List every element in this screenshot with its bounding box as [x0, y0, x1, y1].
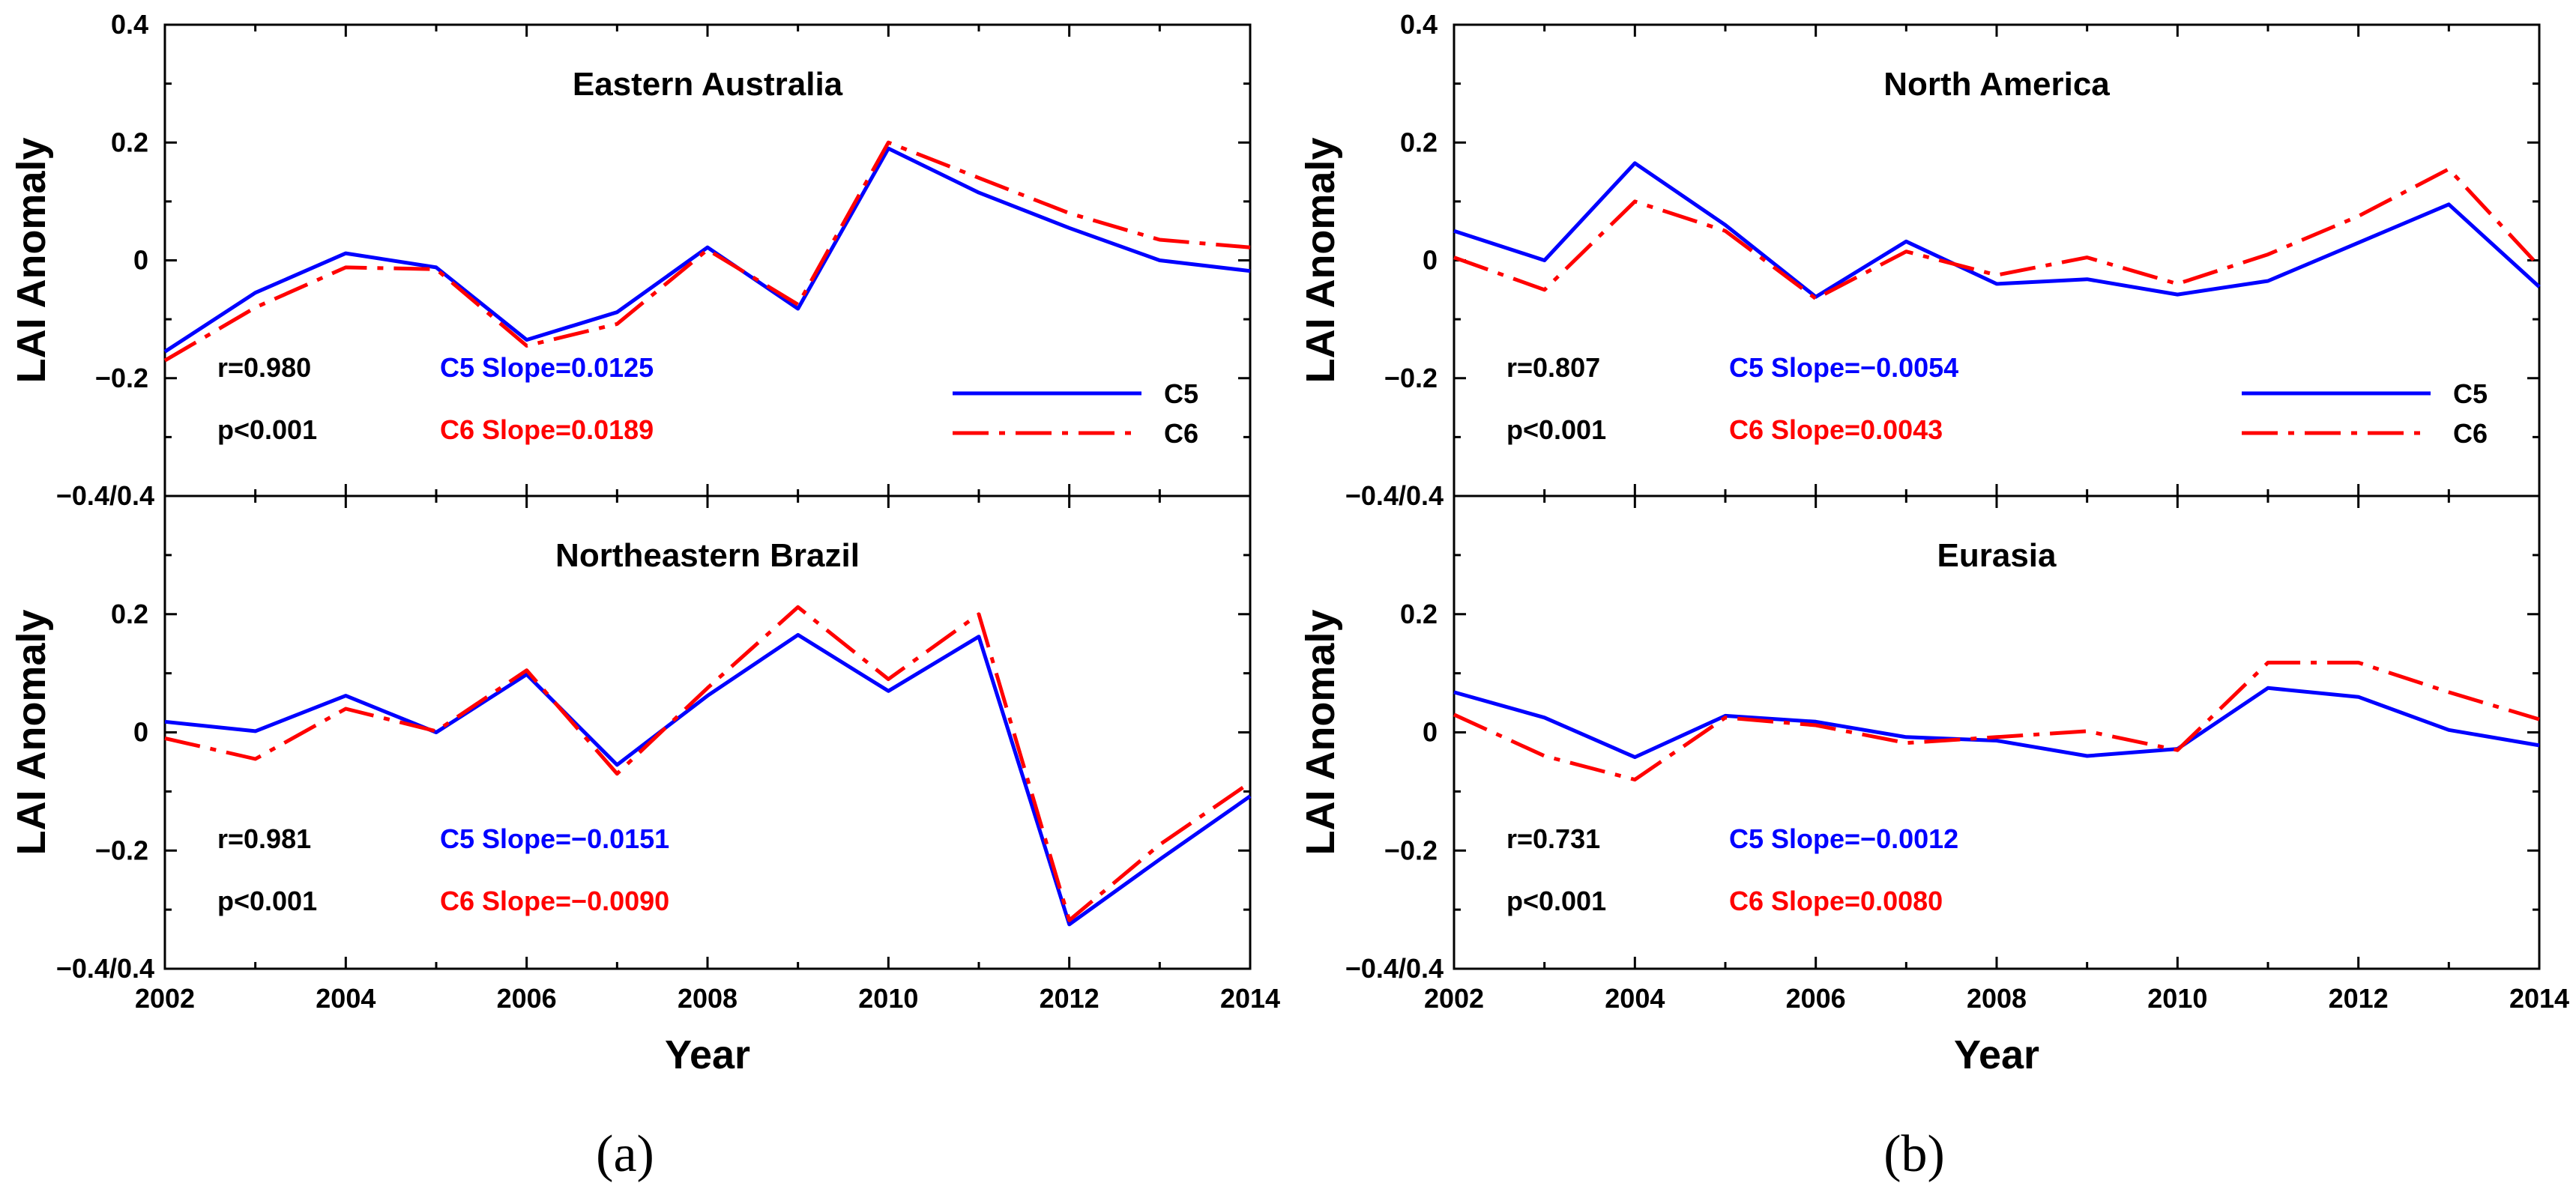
- series-line-c6: [163, 140, 1251, 363]
- series-line-c6: [164, 605, 1252, 922]
- x-tick-label: 2002: [135, 983, 195, 1014]
- chart-title: North America: [1883, 66, 2110, 103]
- y-tick-label: 0.2: [1400, 599, 1438, 629]
- legend-label-c5: C5: [2453, 378, 2488, 409]
- x-tick-label: 2012: [1040, 983, 1100, 1014]
- plot-data: [163, 140, 2541, 927]
- stat-r: r=0.807: [1506, 352, 1600, 383]
- chart-title: Eastern Australia: [573, 66, 843, 103]
- stat-r: r=0.731: [1506, 823, 1600, 854]
- y-axis-label: LAI Anomaly: [1298, 609, 1343, 855]
- x-axis-label: Year: [1954, 1032, 2039, 1077]
- y-tick-label: 0: [133, 717, 148, 748]
- stat-p: p<0.001: [217, 414, 317, 445]
- x-tick-label: 2010: [858, 983, 918, 1014]
- series-line-c5: [164, 632, 1252, 927]
- stat-p: p<0.001: [1506, 886, 1606, 916]
- x-tick-label: 2002: [1424, 983, 1484, 1014]
- stat-r: r=0.980: [217, 352, 311, 383]
- stat-c6-slope: C6 Slope=0.0080: [1729, 886, 1943, 916]
- x-tick-label: 2008: [1967, 983, 2027, 1014]
- y-axis-label: LAI Anomaly: [9, 137, 54, 383]
- y-tick-label: 0: [1423, 245, 1438, 276]
- y-tick-label: −0.2: [1384, 835, 1438, 865]
- x-tick-label: 2004: [1605, 983, 1665, 1014]
- y-tick-label: −0.2: [1384, 363, 1438, 393]
- panel-label-a: (a): [596, 1125, 654, 1183]
- x-tick-label: 2004: [316, 983, 375, 1014]
- y-tick-label: 0.4: [1400, 9, 1438, 40]
- y-tick-label: −0.2: [95, 363, 148, 393]
- x-tick-label: 2012: [2329, 983, 2389, 1014]
- legend-label-c6: C6: [1164, 418, 1198, 449]
- stat-p: p<0.001: [217, 886, 317, 916]
- y-axis-label: LAI Anomaly: [9, 609, 54, 855]
- stat-c6-slope: C6 Slope=−0.0090: [440, 886, 669, 916]
- stat-c5-slope: C5 Slope=−0.0054: [1729, 352, 1958, 383]
- legend-label-c6: C6: [2453, 418, 2488, 449]
- y-tick-label-shared: −0.4/0.4: [1345, 480, 1444, 511]
- chart-title: Eurasia: [1937, 537, 2057, 574]
- y-tick-label: 0.2: [111, 599, 148, 629]
- stat-c6-slope: C6 Slope=0.0189: [440, 414, 654, 445]
- series-line-c5: [1453, 161, 2541, 299]
- x-tick-label: 2008: [678, 983, 737, 1014]
- stat-c5-slope: C5 Slope=0.0125: [440, 352, 654, 383]
- series-line-c6: [1453, 167, 2541, 301]
- y-tick-label: 0.4: [111, 9, 148, 40]
- x-tick-label: 2006: [1786, 983, 1846, 1014]
- panel-label-b: (b): [1883, 1125, 1945, 1183]
- chart-title: Northeastern Brazil: [555, 537, 860, 574]
- x-axis-label: Year: [665, 1032, 750, 1077]
- stat-c5-slope: C5 Slope=−0.0012: [1729, 823, 1958, 854]
- stat-r: r=0.981: [217, 823, 311, 854]
- y-tick-label: 0: [1423, 717, 1438, 748]
- legend-label-c5: C5: [1164, 378, 1198, 409]
- y-tick-label: −0.2: [95, 835, 148, 865]
- stat-c5-slope: C5 Slope=−0.0151: [440, 823, 669, 854]
- x-tick-label: 2010: [2147, 983, 2207, 1014]
- x-tick-label: 2014: [2509, 983, 2569, 1014]
- y-tick-label: 0.2: [1400, 127, 1438, 157]
- x-tick-label: 2006: [497, 983, 557, 1014]
- stat-c6-slope: C6 Slope=0.0043: [1729, 414, 1943, 445]
- plot-frames: [163, 23, 2541, 970]
- y-tick-label-bottom: −0.4/0.4: [1345, 953, 1444, 984]
- y-tick-label-bottom: −0.4/0.4: [56, 953, 154, 984]
- series-line-c6: [1453, 660, 2540, 782]
- stat-p: p<0.001: [1506, 414, 1606, 445]
- y-tick-label: 0: [133, 245, 148, 276]
- plot-text: 0.4 0.2 0 −0.2 −0.4/0.4 LAI Anomaly Eastern Au…: [9, 9, 2569, 1183]
- y-axis-label: LAI Anomaly: [1298, 137, 1343, 383]
- series-line-c5: [163, 146, 1251, 354]
- x-tick-label: 2014: [1220, 983, 1280, 1014]
- y-tick-label-shared: −0.4/0.4: [56, 480, 154, 511]
- series-line-c5: [1453, 686, 2540, 760]
- y-tick-label: 0.2: [111, 127, 148, 157]
